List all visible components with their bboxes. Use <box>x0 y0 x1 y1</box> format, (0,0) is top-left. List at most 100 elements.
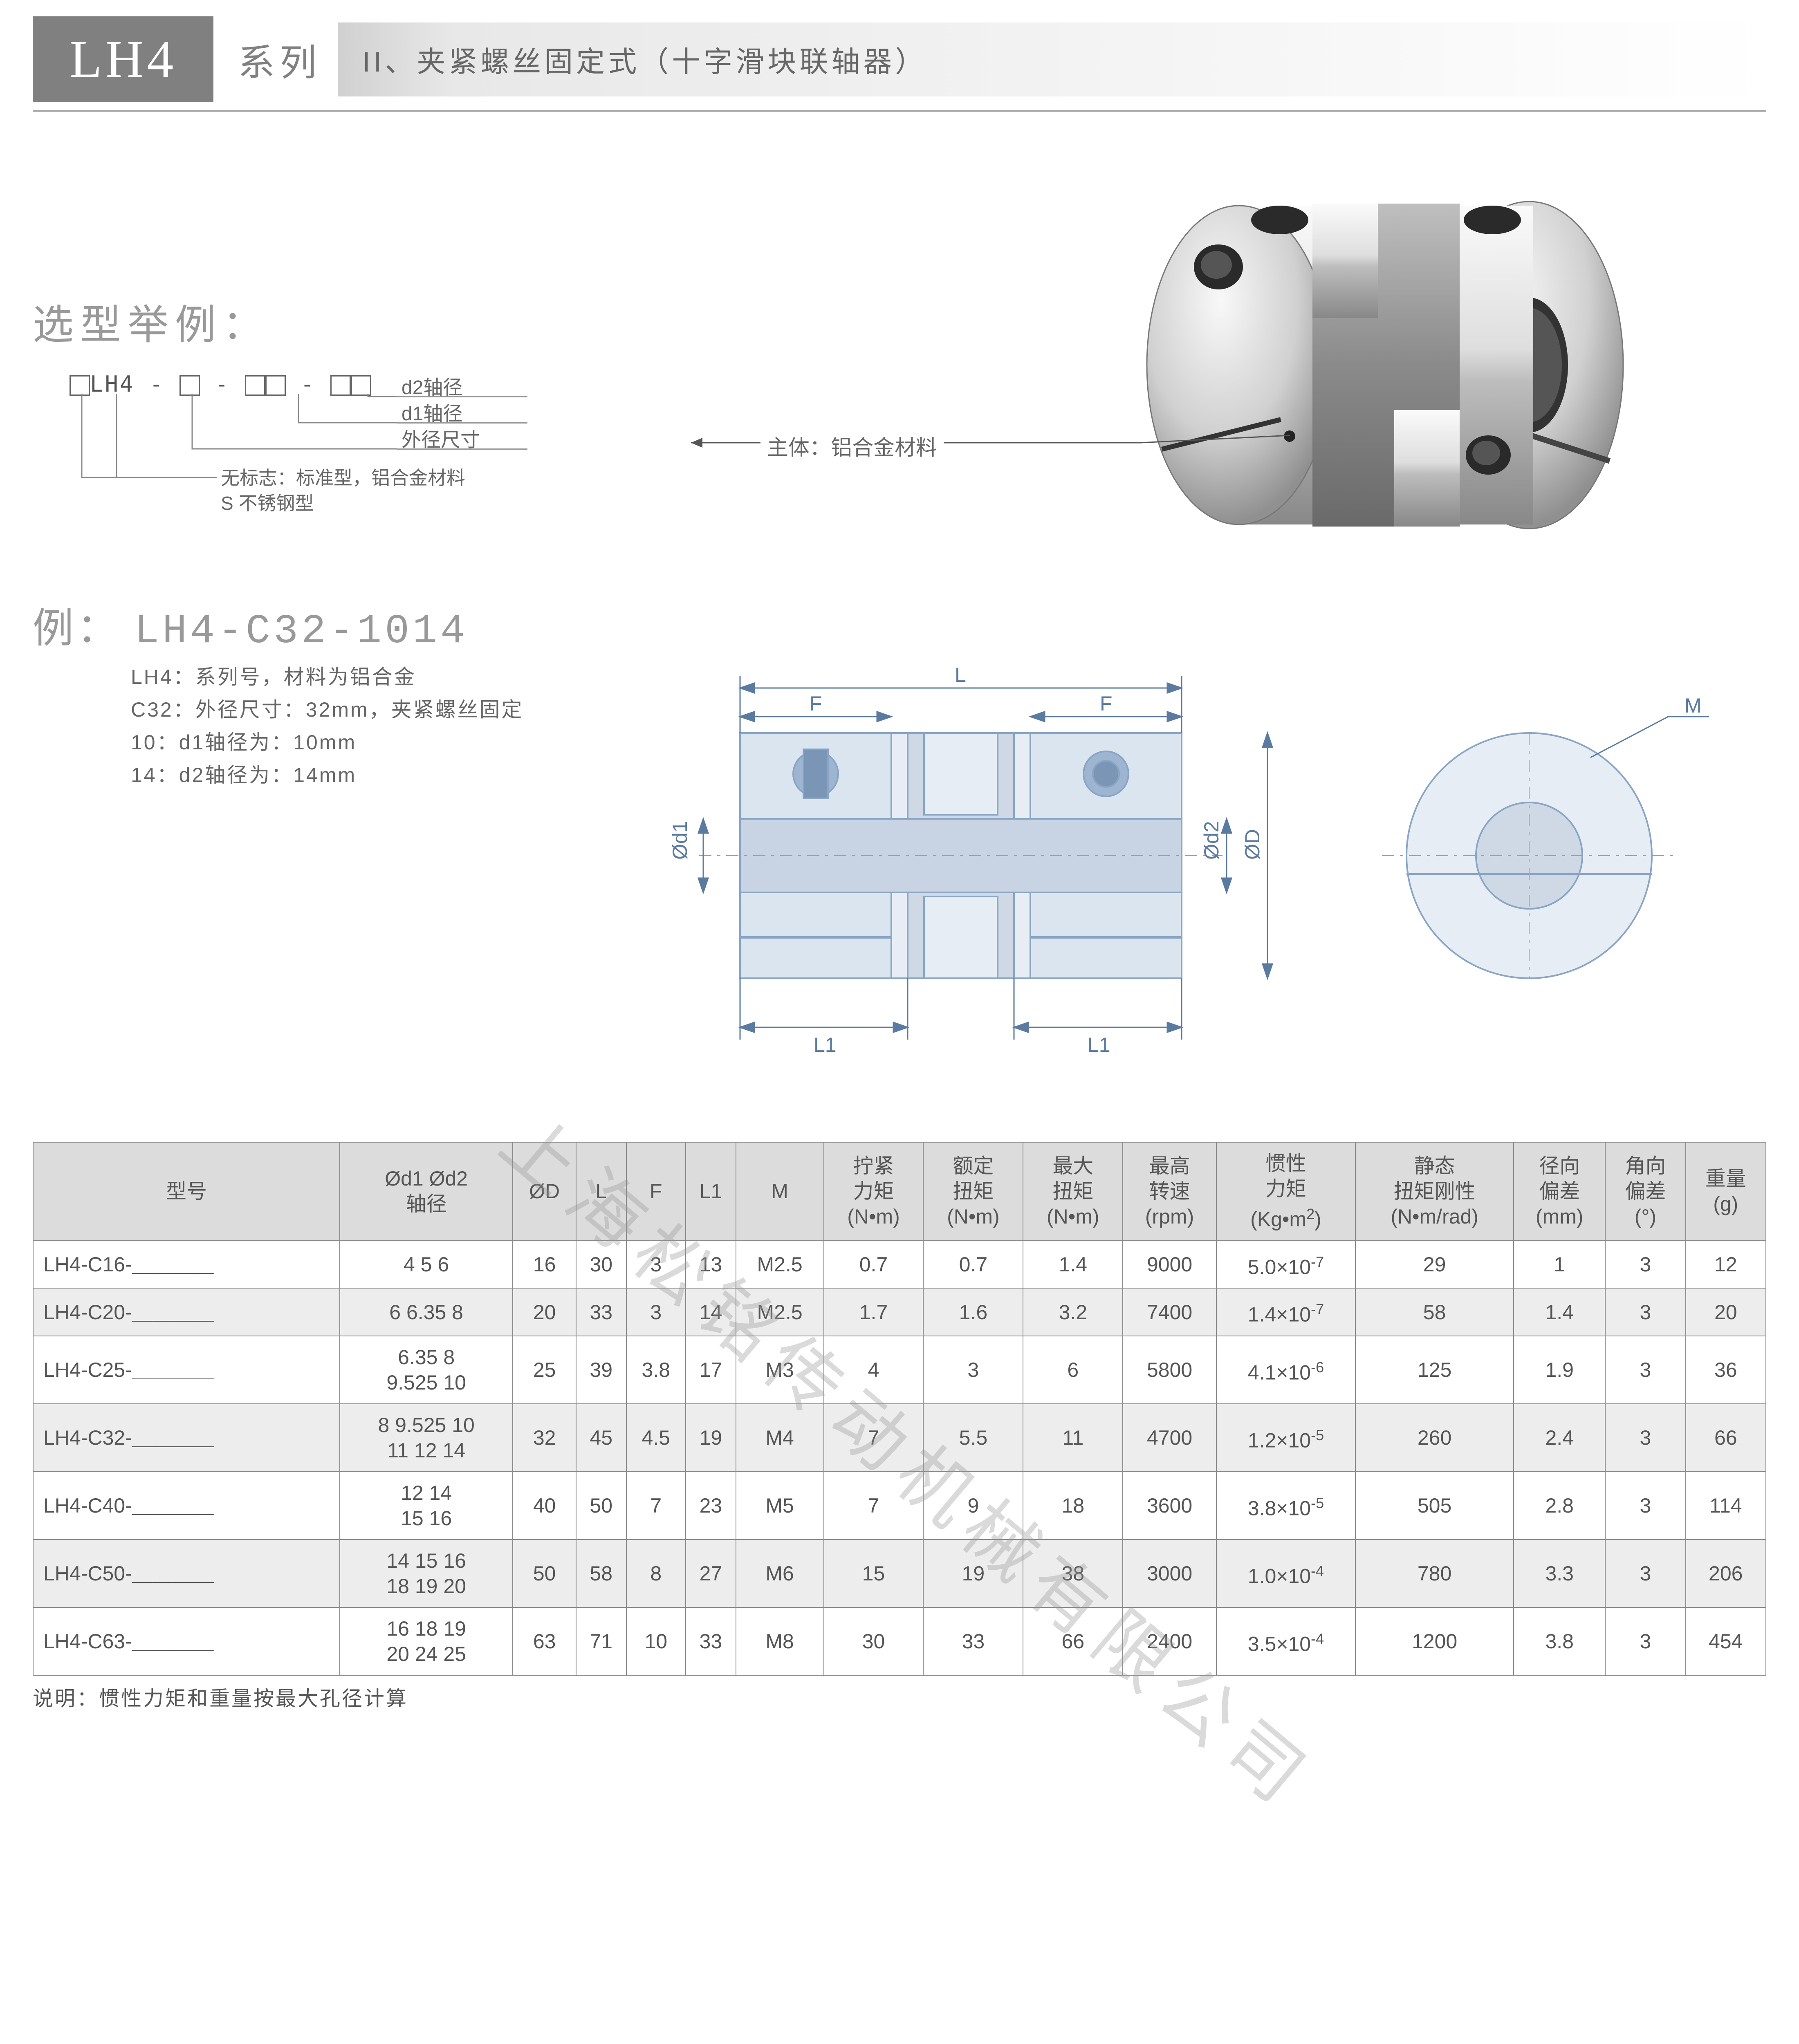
cell-rad: 2.8 <box>1514 1472 1605 1540</box>
table-row: LH4-C63-＿＿＿＿16 18 1920 24 2563711033M830… <box>33 1607 1766 1675</box>
cell-wt: 66 <box>1686 1404 1766 1472</box>
cell-L: 58 <box>576 1540 626 1607</box>
cell-D: 50 <box>513 1540 576 1607</box>
cell-L: 33 <box>576 1288 626 1336</box>
col-header: 最大扭矩(N•m) <box>1023 1142 1123 1241</box>
cell-inertia: 5.0×10-7 <box>1216 1241 1355 1289</box>
table-row: LH4-C50-＿＿＿＿14 15 1618 19 205058827M6151… <box>33 1540 1766 1607</box>
lbl-material: 无标志：标准型，铝合金材料 S 不锈钢型 <box>221 465 465 516</box>
cell-rpm: 4700 <box>1123 1404 1216 1472</box>
cell-model: LH4-C16-＿＿＿＿ <box>33 1241 340 1289</box>
series-code-box: LH4 <box>33 16 213 102</box>
cell-stiff: 58 <box>1355 1288 1514 1336</box>
model-code-diagram: LH4 - - - d2轴径 d1轴径 外径尺寸 <box>70 371 605 576</box>
cell-M: M8 <box>736 1607 824 1675</box>
svg-text:ØD: ØD <box>1241 829 1264 860</box>
table-row: LH4-C20-＿＿＿＿6 6.35 82033314M2.51.71.63.2… <box>33 1288 1766 1336</box>
cell-inertia: 1.4×10-7 <box>1216 1288 1355 1336</box>
cell-D: 20 <box>513 1288 576 1336</box>
cell-mt: 6 <box>1023 1336 1123 1404</box>
cell-mt: 3.2 <box>1023 1288 1123 1336</box>
table-row: LH4-C16-＿＿＿＿4 5 61630313M2.50.70.71.4900… <box>33 1241 1766 1289</box>
cell-t: 7 <box>824 1404 924 1472</box>
cell-rad: 3.3 <box>1514 1540 1605 1607</box>
cell-inertia: 3.8×10-5 <box>1216 1472 1355 1540</box>
cell-wt: 36 <box>1686 1336 1766 1404</box>
cell-shaft: 8 9.525 1011 12 14 <box>340 1404 513 1472</box>
cell-L: 71 <box>576 1607 626 1675</box>
cell-stiff: 1200 <box>1355 1607 1514 1675</box>
cell-D: 63 <box>513 1607 576 1675</box>
cell-model: LH4-C50-＿＿＿＿ <box>33 1540 340 1607</box>
cell-L: 39 <box>576 1336 626 1404</box>
svg-text:Ød2: Ød2 <box>1200 821 1223 860</box>
cell-F: 4.5 <box>626 1404 686 1472</box>
cell-L1: 13 <box>686 1241 736 1289</box>
subtitle: II、夹紧螺丝固定式（十字滑块联轴器） <box>338 22 1766 96</box>
cell-stiff: 29 <box>1355 1241 1514 1289</box>
cell-inertia: 1.2×10-5 <box>1216 1404 1355 1472</box>
table-row: LH4-C32-＿＿＿＿8 9.525 1011 12 1432454.519M… <box>33 1404 1766 1472</box>
col-header: 径向偏差(mm) <box>1514 1142 1605 1241</box>
cell-L1: 27 <box>686 1540 736 1607</box>
cell-F: 8 <box>626 1540 686 1607</box>
cell-ang: 3 <box>1605 1472 1685 1540</box>
cell-M: M4 <box>736 1404 824 1472</box>
cell-t: 7 <box>824 1472 924 1540</box>
example-l1: LH4：系列号，材料为铝合金 <box>131 661 605 693</box>
cell-shaft: 4 5 6 <box>340 1241 513 1289</box>
cell-inertia: 3.5×10-4 <box>1216 1607 1355 1675</box>
cell-rt: 3 <box>923 1336 1023 1404</box>
cell-L: 30 <box>576 1241 626 1289</box>
cell-F: 7 <box>626 1472 686 1540</box>
svg-text:Ød1: Ød1 <box>668 821 691 860</box>
cell-stiff: 260 <box>1355 1404 1514 1472</box>
cell-shaft: 16 18 1920 24 25 <box>340 1607 513 1675</box>
cell-t: 0.7 <box>824 1241 924 1289</box>
callout-text: 主体：铝合金材料 <box>760 430 944 461</box>
cell-wt: 20 <box>1686 1288 1766 1336</box>
cell-L1: 23 <box>686 1472 736 1540</box>
spec-table: 型号Ød1 Ød2轴径ØDLFL1M拧紧力矩(N•m)额定扭矩(N•m)最大扭矩… <box>33 1142 1766 1676</box>
cell-D: 16 <box>513 1241 576 1289</box>
cell-ang: 3 <box>1605 1336 1685 1404</box>
divider <box>33 110 1766 112</box>
cell-t: 30 <box>824 1607 924 1675</box>
col-header: 重量(g) <box>1686 1142 1766 1241</box>
cell-L1: 33 <box>686 1607 736 1675</box>
cell-rpm: 5800 <box>1123 1336 1216 1404</box>
svg-text:L1: L1 <box>1088 1033 1110 1056</box>
cell-mt: 66 <box>1023 1607 1123 1675</box>
col-header: 额定扭矩(N•m) <box>923 1142 1023 1241</box>
cell-rad: 3.8 <box>1514 1607 1605 1675</box>
cell-ang: 3 <box>1605 1404 1685 1472</box>
example-l3: 10：d1轴径为：10mm <box>131 726 605 759</box>
example-code: LH4-C32-1014 <box>135 609 468 655</box>
cell-shaft: 6.35 89.525 10 <box>340 1336 513 1404</box>
cell-rpm: 3000 <box>1123 1540 1216 1607</box>
cell-rad: 2.4 <box>1514 1404 1605 1472</box>
cell-rad: 1 <box>1514 1241 1605 1289</box>
cell-M: M2.5 <box>736 1241 824 1289</box>
cell-mt: 1.4 <box>1023 1241 1123 1289</box>
col-header: 最高转速(rpm) <box>1123 1142 1216 1241</box>
cell-model: LH4-C40-＿＿＿＿ <box>33 1472 340 1540</box>
col-header: L <box>576 1142 626 1241</box>
cell-F: 10 <box>626 1607 686 1675</box>
table-footnote: 说明：惯性力矩和重量按最大孔径计算 <box>33 1682 1766 1712</box>
cell-mt: 38 <box>1023 1540 1123 1607</box>
cell-D: 40 <box>513 1472 576 1540</box>
cell-D: 32 <box>513 1404 576 1472</box>
col-header: 型号 <box>33 1142 340 1241</box>
cell-D: 25 <box>513 1336 576 1404</box>
table-row: LH4-C40-＿＿＿＿12 1415 164050723M5791836003… <box>33 1472 1766 1540</box>
cell-wt: 114 <box>1686 1472 1766 1540</box>
cell-ang: 3 <box>1605 1288 1685 1336</box>
svg-text:M: M <box>1685 694 1702 717</box>
cell-ang: 3 <box>1605 1241 1685 1289</box>
col-header: F <box>626 1142 686 1241</box>
product-photo: 主体：铝合金材料 <box>638 161 1766 610</box>
header-bar: LH4 系列 II、夹紧螺丝固定式（十字滑块联轴器） <box>33 16 1766 102</box>
cell-L1: 19 <box>686 1404 736 1472</box>
cell-mt: 18 <box>1023 1472 1123 1540</box>
